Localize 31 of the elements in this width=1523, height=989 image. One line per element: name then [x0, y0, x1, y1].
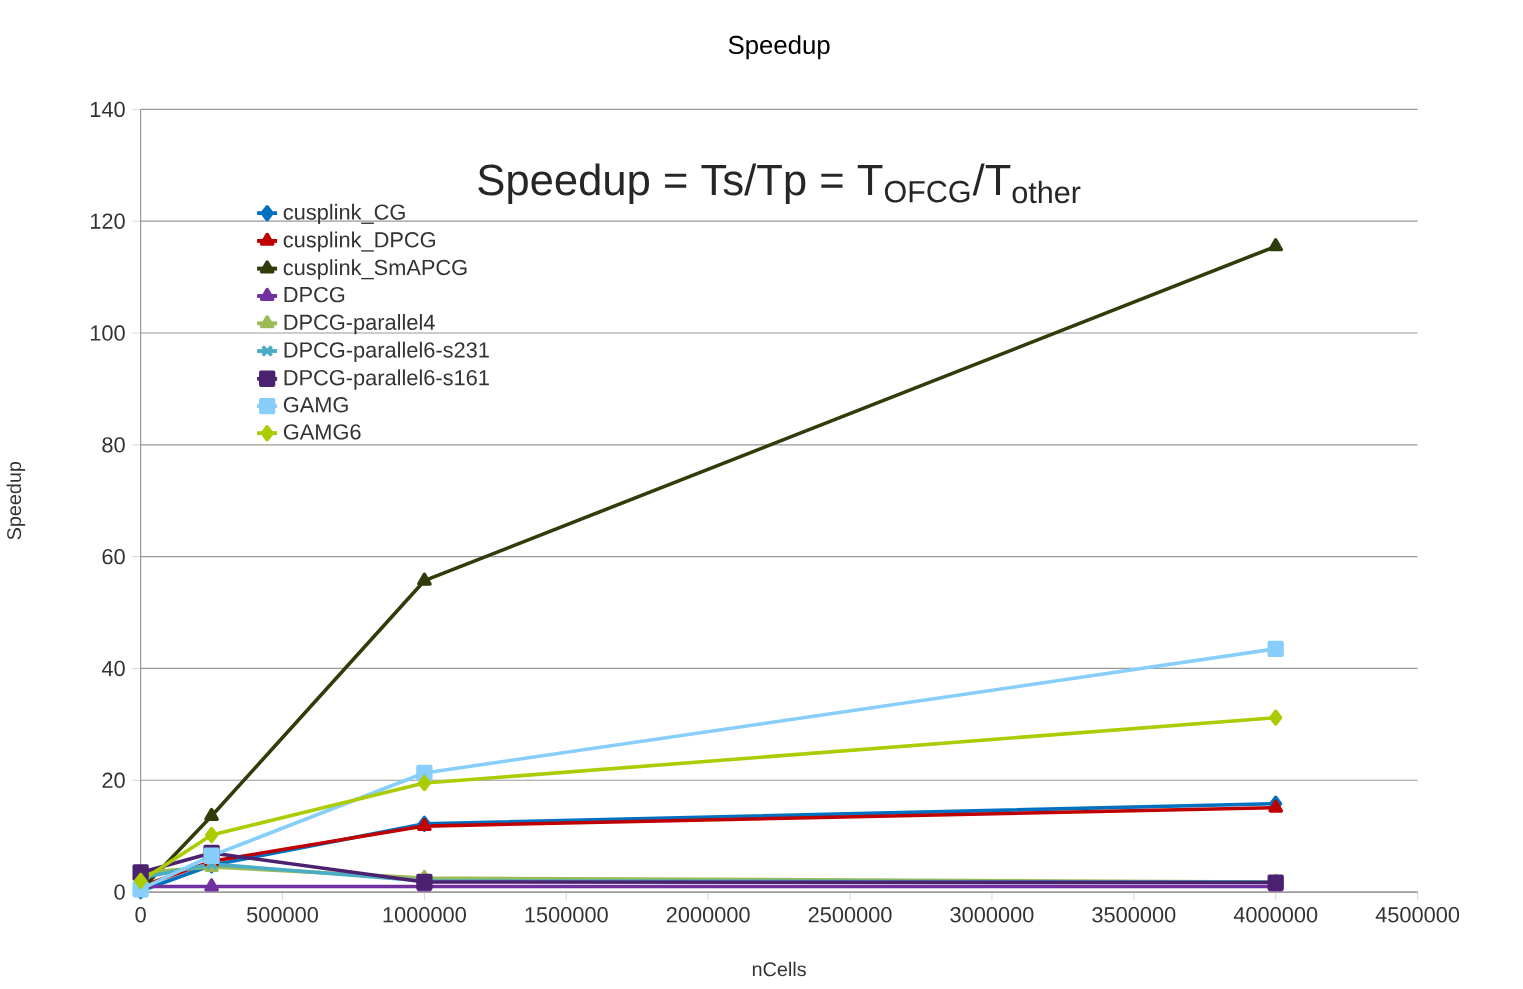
y-tick-label: 100: [90, 325, 125, 341]
legend-label: DPCG-parallel6-s161: [284, 369, 489, 390]
y-tick-label: 80: [102, 437, 125, 453]
legend-label: cusplink_CG: [283, 204, 405, 225]
y-tick-label: 20: [102, 772, 125, 789]
x-tick-label: 4000000: [1233, 907, 1318, 923]
legend-label: cusplink_SmAPCG: [283, 259, 467, 280]
legend-label: GAMG6: [283, 424, 361, 440]
y-axis-title: Speedup: [6, 462, 26, 540]
y-tick-label: 140: [90, 101, 125, 118]
chart-title: Speedup: [728, 35, 830, 60]
annotation: Speedup = Ts/Tp = T$_{OFCG}$/T$_{other}$: [478, 163, 1081, 205]
y-tick-label: 60: [102, 549, 125, 565]
y-tick-label: 40: [101, 660, 125, 677]
y-tick-label: 120: [90, 213, 125, 230]
x-tick-label: 1500000: [525, 907, 608, 923]
x-tick-label: 2500000: [808, 907, 892, 923]
legend-label: DPCG-parallel6-s231: [284, 341, 489, 363]
x-tick-label: 4500000: [1375, 907, 1460, 923]
x-tick-label: 2000000: [666, 907, 750, 923]
x-axis-title: nCells: [752, 961, 806, 977]
x-tick-label: 500000: [247, 907, 318, 923]
x-tick-label: 0: [135, 907, 146, 923]
x-tick-label: 3500000: [1092, 907, 1176, 923]
legend-label: cusplink_DPCG: [283, 231, 435, 253]
legend-label: DPCG: [284, 287, 345, 303]
x-tick-label: 1000000: [383, 907, 466, 923]
x-tick-label: 3000000: [950, 907, 1034, 923]
y-tick-label: 0: [114, 884, 125, 901]
legend-label: GAMG: [283, 397, 348, 413]
legend-label: DPCG-parallel4: [284, 314, 435, 335]
